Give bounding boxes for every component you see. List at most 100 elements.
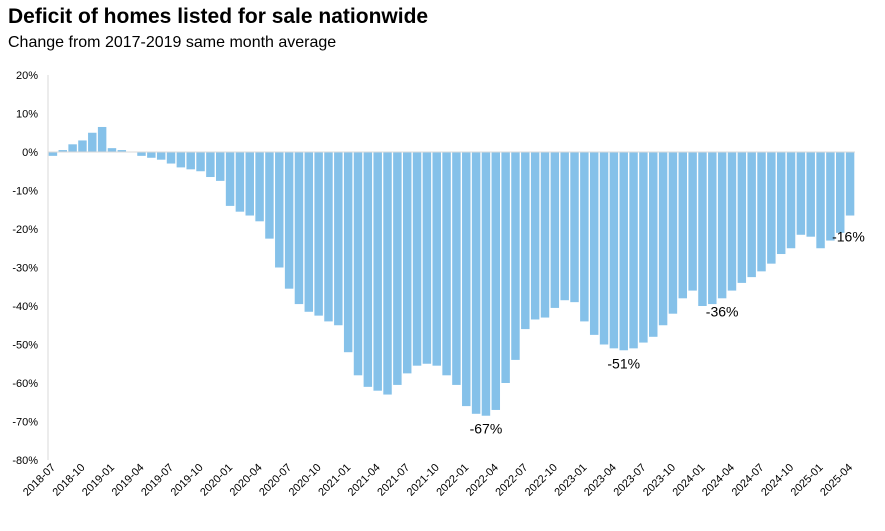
bar [511, 152, 520, 360]
bar [156, 152, 166, 160]
bar [225, 152, 235, 206]
bar [196, 152, 205, 172]
bar [668, 152, 678, 314]
bar [845, 152, 855, 216]
bar [471, 152, 481, 414]
bar-series [48, 126, 855, 416]
bar [58, 150, 67, 152]
data-label: -36% [706, 303, 739, 319]
bar [334, 152, 343, 326]
annotations: -67% -51% -36% -16% [470, 229, 865, 437]
bar [78, 140, 87, 152]
bar [245, 152, 254, 216]
bar [629, 152, 638, 349]
bar [68, 144, 77, 152]
bar [147, 152, 156, 158]
chart-subtitle: Change from 2017-2019 same month average [8, 34, 337, 51]
bar [97, 126, 107, 152]
bar [589, 152, 599, 335]
bar [275, 152, 284, 268]
bar [186, 152, 195, 170]
bar [343, 152, 353, 353]
y-tick-label: -30% [12, 263, 38, 275]
bar [265, 152, 274, 239]
bar [767, 152, 776, 264]
bar [540, 152, 550, 318]
bar [776, 152, 786, 255]
bar [176, 152, 186, 168]
bar [422, 152, 432, 364]
bar [747, 152, 756, 278]
bar [107, 148, 117, 152]
data-label: -16% [832, 229, 865, 245]
bar [215, 152, 225, 181]
bar [383, 152, 392, 395]
bar [698, 152, 707, 306]
bar [599, 152, 609, 345]
bar [816, 152, 825, 249]
bar [708, 152, 717, 305]
bar [481, 152, 491, 416]
bar [530, 152, 540, 320]
bar [402, 152, 412, 374]
x-axis: 2018-072018-102019-012019-042019-072019-… [21, 462, 855, 499]
y-tick-label: 10% [16, 109, 38, 121]
bar [639, 152, 648, 343]
bar [304, 152, 314, 312]
bar [836, 152, 845, 233]
bar [521, 152, 530, 330]
bar [314, 152, 323, 316]
bar [786, 152, 796, 249]
y-tick-label: -60% [12, 378, 38, 390]
bar [235, 152, 245, 212]
bar [324, 152, 333, 322]
bar [432, 152, 441, 366]
bar [393, 152, 402, 385]
y-tick-label: -10% [12, 186, 38, 198]
bar [452, 152, 461, 385]
bar [658, 152, 668, 326]
bar [353, 152, 363, 376]
y-tick-label: -50% [12, 340, 38, 352]
data-label: -51% [607, 355, 640, 371]
y-tick-label: -80% [12, 455, 38, 467]
bar [560, 152, 569, 301]
bar [48, 152, 58, 156]
bar [462, 152, 471, 407]
bar [363, 152, 373, 387]
bar [806, 152, 815, 237]
bar [580, 152, 589, 322]
bar [796, 152, 806, 235]
y-tick-label: -70% [12, 417, 38, 429]
bar [117, 150, 127, 152]
chart-title: Deficit of homes listed for sale nationw… [8, 5, 429, 28]
y-axis: 20% 10% 0% -10% -20% -30% -40% -50% -60% -70% -80% [12, 70, 49, 467]
bar [501, 152, 510, 383]
bar [649, 152, 658, 337]
bar [88, 132, 97, 152]
bar [412, 152, 422, 366]
bar [373, 152, 382, 391]
bar [757, 152, 766, 272]
bar [737, 152, 747, 283]
data-label: -67% [470, 421, 503, 437]
bar [717, 152, 727, 299]
bar [550, 152, 560, 308]
y-tick-label: 0% [22, 147, 38, 159]
bar [688, 152, 697, 291]
bar [284, 152, 294, 289]
bar [609, 152, 619, 349]
bar [206, 152, 215, 178]
bar [619, 152, 628, 351]
bar [727, 152, 737, 291]
y-tick-label: -40% [12, 301, 38, 313]
y-tick-label: -20% [12, 224, 38, 236]
x-tick-label: 2025-04 [818, 462, 855, 499]
bar [137, 152, 146, 156]
bar [570, 152, 579, 303]
bar [294, 152, 304, 305]
bar [678, 152, 688, 299]
bar [442, 152, 451, 376]
bar [826, 152, 835, 241]
